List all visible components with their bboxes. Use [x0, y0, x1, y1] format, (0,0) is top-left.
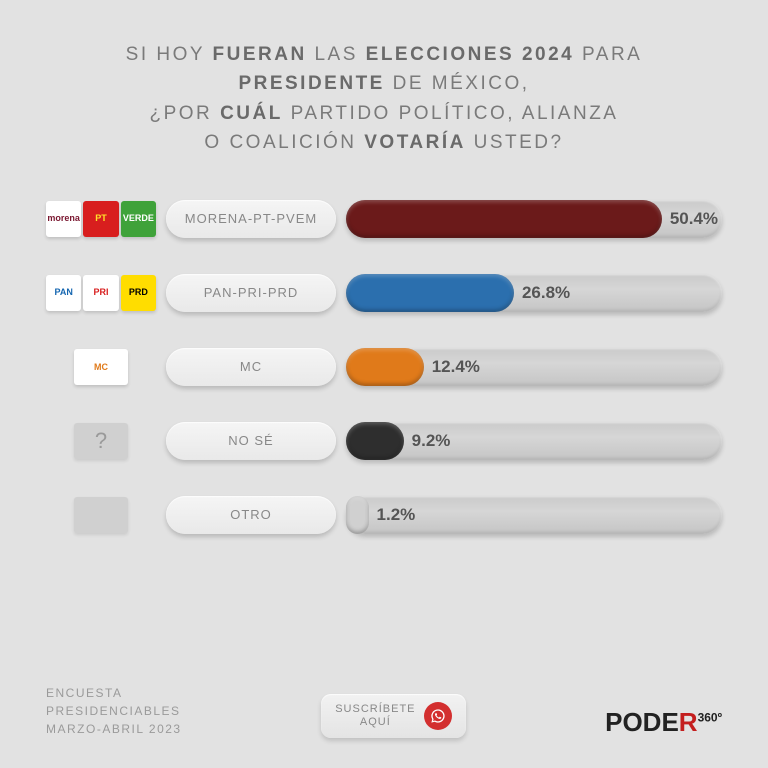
party-logo: VERDE [121, 201, 156, 237]
bar-percentage: 9.2% [412, 431, 451, 451]
bar-track: 26.8% [346, 274, 722, 312]
brand-part: PODE [605, 707, 679, 737]
source-text: ENCUESTA PRESIDENCIABLES MARZO-ABRIL 202… [46, 684, 182, 738]
bar-fill [346, 348, 424, 386]
subscribe-line: SUSCRÍBETE [335, 703, 415, 716]
brand-suffix: 360º [698, 710, 722, 724]
brand-logo: PODER360º [605, 707, 722, 738]
bar-fill [346, 496, 369, 534]
whatsapp-icon [424, 702, 452, 730]
bar-track: 50.4% [346, 200, 722, 238]
party-logo: PRD [121, 275, 156, 311]
brand-part-red: R [679, 707, 698, 737]
bar-track: 9.2% [346, 422, 722, 460]
bar-percentage: 50.4% [670, 209, 718, 229]
subscribe-button[interactable]: SUSCRÍBETE AQUÍ [321, 694, 465, 738]
source-line: ENCUESTA [46, 684, 182, 702]
source-line: MARZO-ABRIL 2023 [46, 720, 182, 738]
source-line: PRESIDENCIABLES [46, 702, 182, 720]
subscribe-line: AQUÍ [335, 716, 415, 729]
party-logo: MC [74, 349, 128, 385]
party-label: OTRO [166, 496, 336, 534]
party-label: PAN-PRI-PRD [166, 274, 336, 312]
bar-track: 1.2% [346, 496, 722, 534]
party-label: NO SÉ [166, 422, 336, 460]
party-logos: PANPRIPRD [46, 272, 156, 314]
bar-percentage: 1.2% [377, 505, 416, 525]
bar-track: 12.4% [346, 348, 722, 386]
poll-rows: morenaPTVERDE MORENA-PT-PVEM 50.4% PANPRIPR… [46, 196, 722, 538]
party-logo: PRI [83, 275, 118, 311]
poll-row: ? NO SÉ 9.2% [46, 418, 722, 464]
party-logo: PAN [46, 275, 81, 311]
bar-fill [346, 200, 662, 238]
poll-question-title: SI HOY FUERAN LAS ELECCIONES 2024 PARA P… [46, 40, 722, 158]
unknown-icon: ? [74, 423, 128, 459]
party-logos: MC [46, 346, 156, 388]
bar-fill [346, 422, 404, 460]
party-logos: ? [46, 420, 156, 462]
poll-row: morenaPTVERDE MORENA-PT-PVEM 50.4% [46, 196, 722, 242]
empty-logo [74, 497, 128, 533]
party-logos [46, 494, 156, 536]
subscribe-text: SUSCRÍBETE AQUÍ [335, 703, 415, 729]
bar-fill [346, 274, 514, 312]
poll-row: MC MC 12.4% [46, 344, 722, 390]
party-logos: morenaPTVERDE [46, 198, 156, 240]
bar-percentage: 12.4% [432, 357, 480, 377]
party-logo: morena [46, 201, 81, 237]
footer: ENCUESTA PRESIDENCIABLES MARZO-ABRIL 202… [46, 684, 722, 738]
bar-percentage: 26.8% [522, 283, 570, 303]
party-logo: PT [83, 201, 118, 237]
poll-row: PANPRIPRD PAN-PRI-PRD 26.8% [46, 270, 722, 316]
poll-row: OTRO 1.2% [46, 492, 722, 538]
party-label: MC [166, 348, 336, 386]
party-label: MORENA-PT-PVEM [166, 200, 336, 238]
